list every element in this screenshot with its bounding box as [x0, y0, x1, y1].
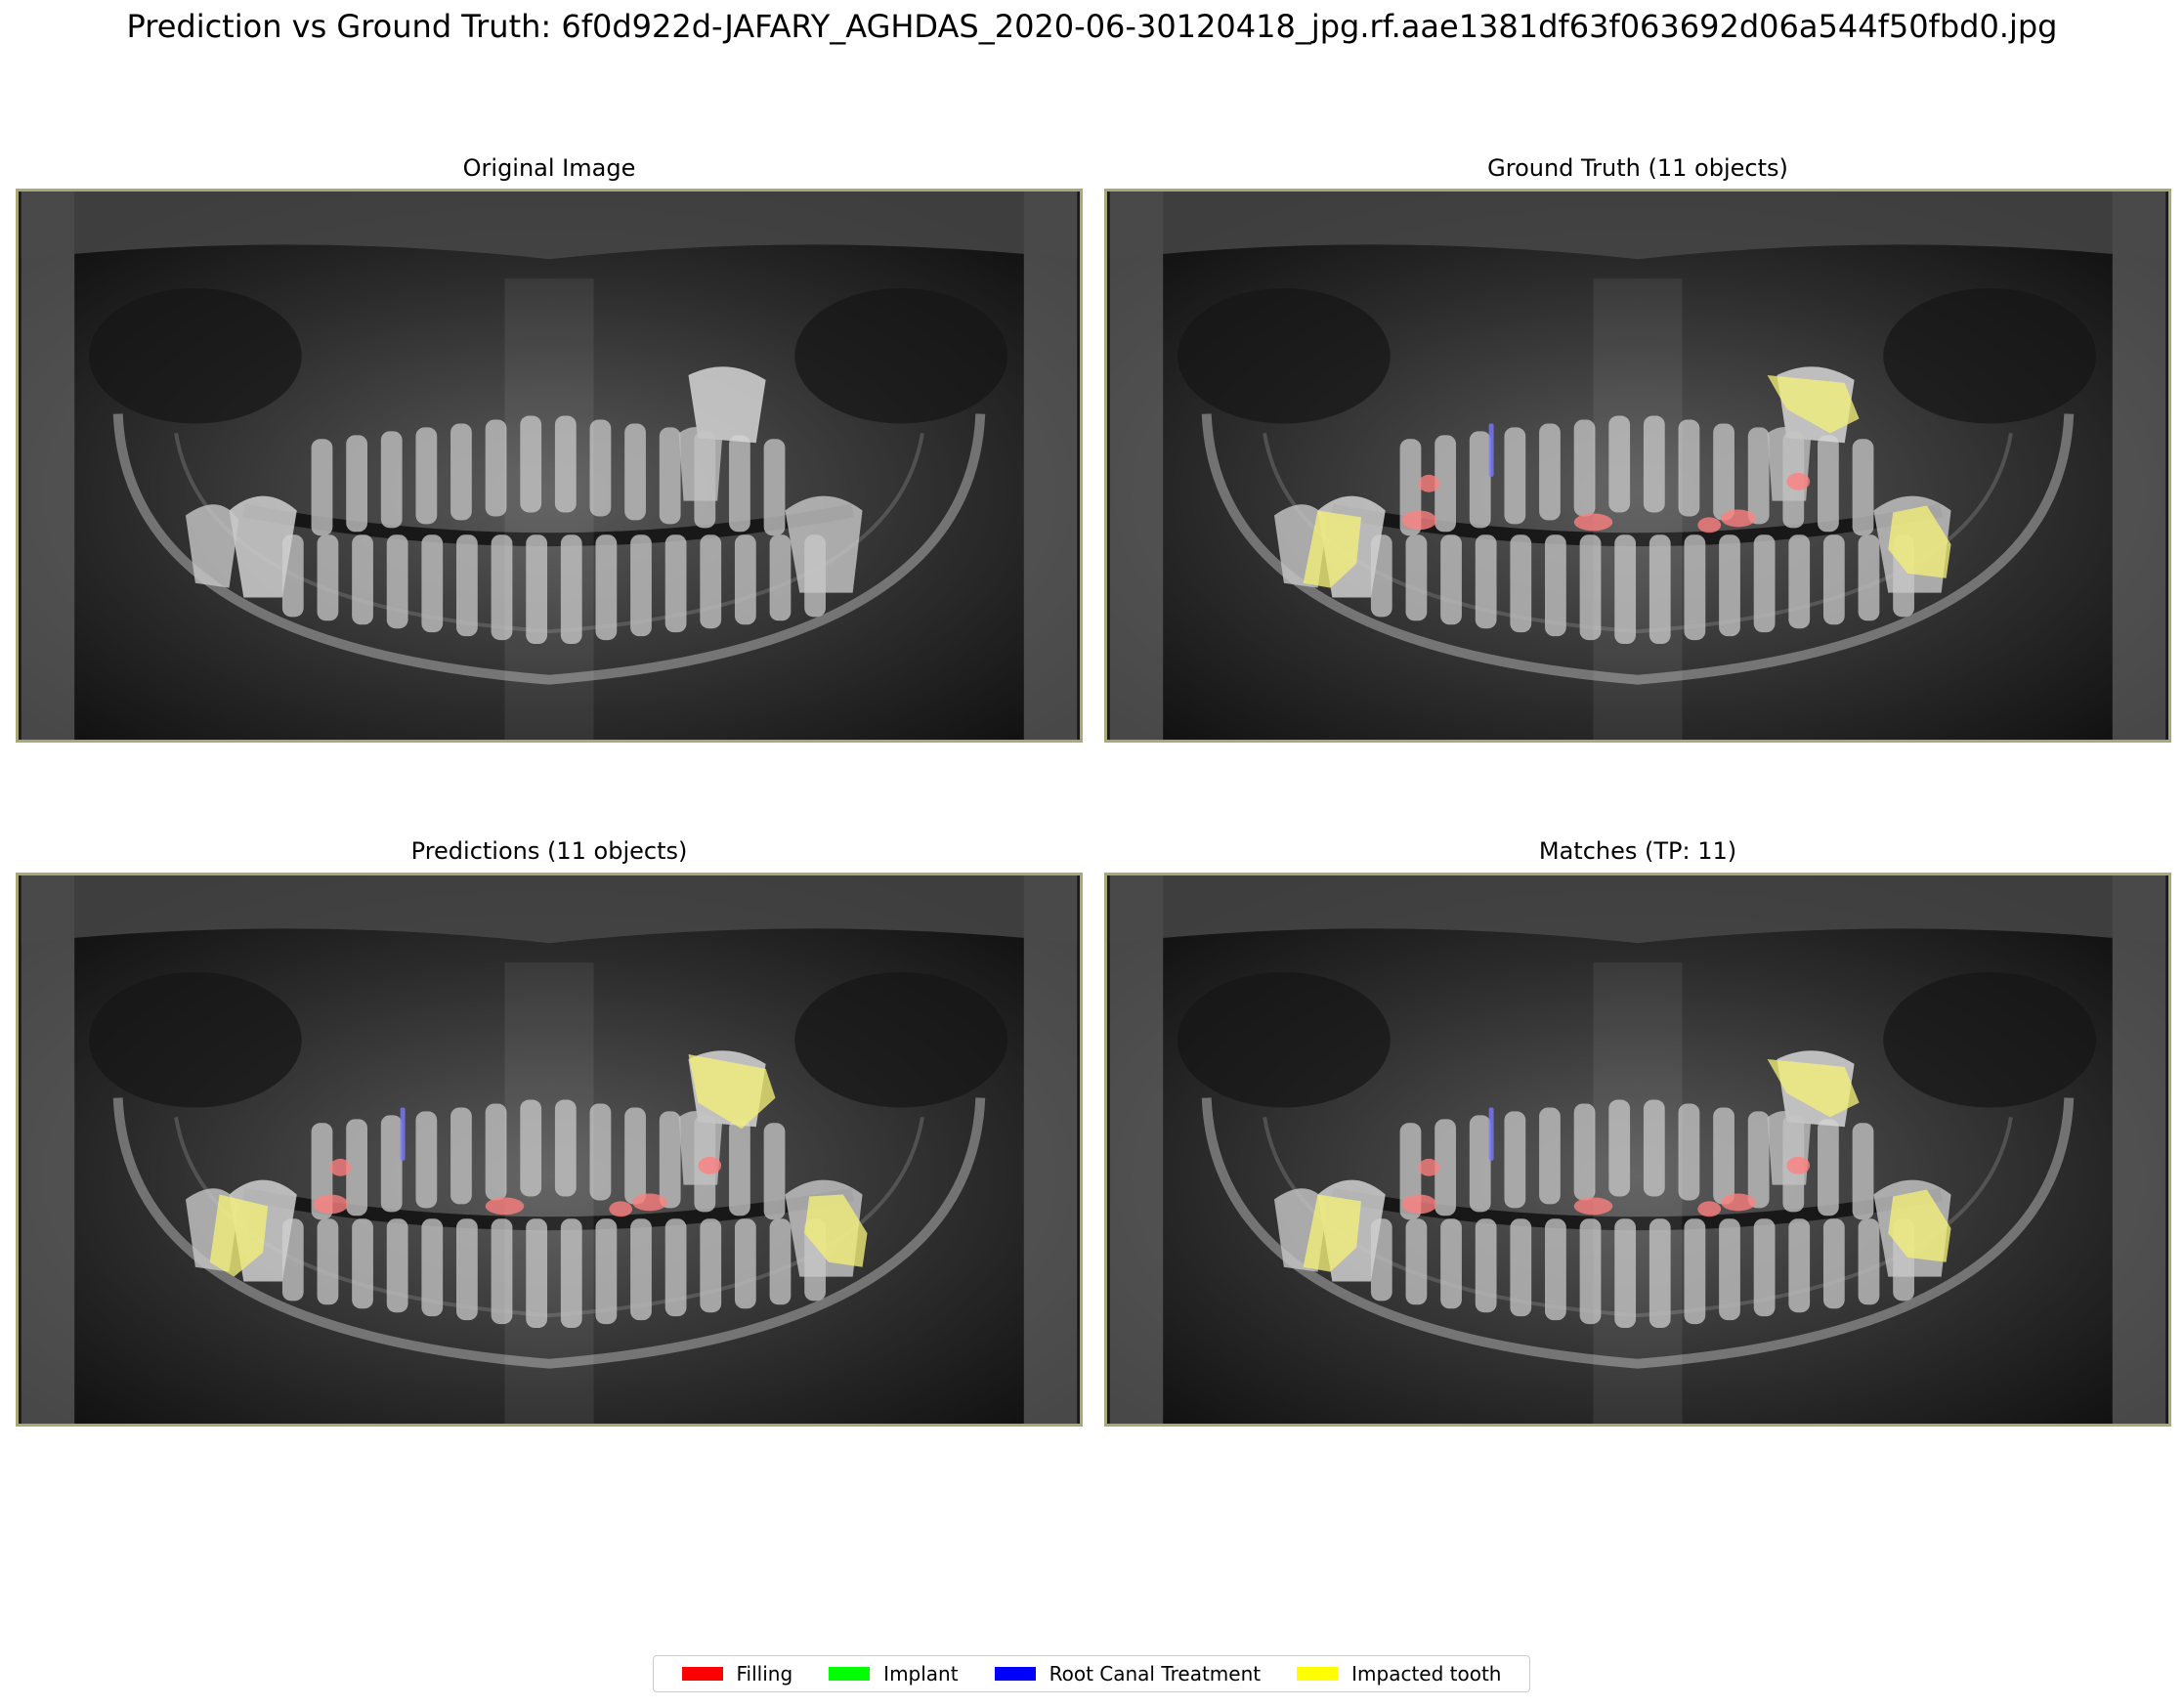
legend-swatch-filling [681, 1667, 723, 1681]
original-panel-title: Original Image [462, 154, 636, 182]
legend-item-impacted: Impacted tooth [1297, 1662, 1501, 1686]
legend-label-impacted: Impacted tooth [1351, 1662, 1502, 1686]
matches-panel [1104, 873, 2171, 1427]
matches-xray-image [1109, 875, 2166, 1424]
figure-title: Prediction vs Ground Truth: 6f0d922d-JAF… [126, 8, 2058, 45]
legend-label-implant: Implant [883, 1662, 959, 1686]
legend-item-root-canal: Root Canal Treatment [994, 1662, 1262, 1686]
legend-item-filling: Filling [681, 1662, 793, 1686]
legend-label-filling: Filling [736, 1662, 793, 1686]
original-image-panel [16, 189, 1083, 743]
ground-truth-panel-title: Ground Truth (11 objects) [1487, 154, 1788, 182]
ground-truth-panel [1104, 189, 2171, 743]
legend-swatch-impacted [1297, 1667, 1339, 1681]
predictions-xray-image [21, 875, 1078, 1424]
matches-panel-title: Matches (TP: 11) [1538, 837, 1737, 865]
legend-swatch-implant [829, 1667, 871, 1681]
predictions-panel [16, 873, 1083, 1427]
legend: Filling Implant Root Canal Treatment Imp… [653, 1655, 1530, 1692]
predictions-panel-title: Predictions (11 objects) [410, 837, 688, 865]
legend-swatch-root-canal [994, 1667, 1036, 1681]
legend-item-implant: Implant [829, 1662, 959, 1686]
legend-label-root-canal: Root Canal Treatment [1049, 1662, 1262, 1686]
original-xray-image [21, 192, 1078, 740]
ground-truth-xray-image [1109, 192, 2166, 740]
